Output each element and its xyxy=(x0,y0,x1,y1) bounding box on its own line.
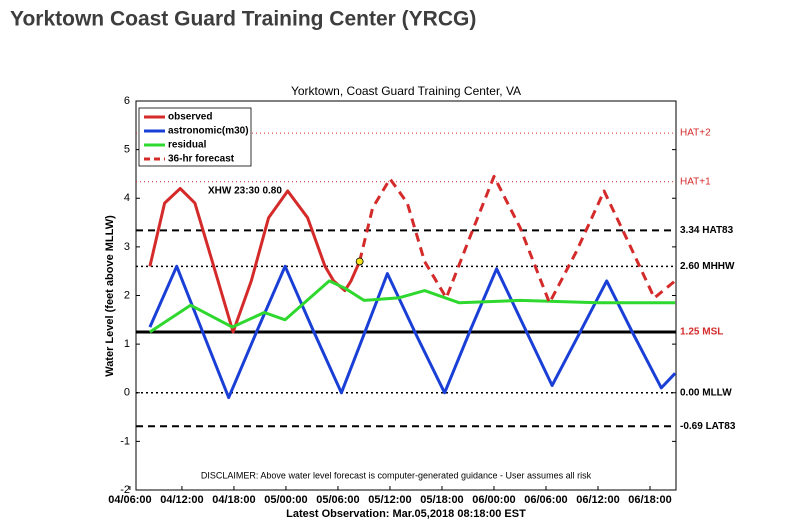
y-tick-label: 5 xyxy=(124,144,130,156)
latest-observation-marker xyxy=(355,257,364,266)
reference-label: HAT+2 xyxy=(680,128,711,139)
x-tick-label: 05/12:00 xyxy=(368,494,411,506)
y-axis-label: Water Level (feet above MLLW) xyxy=(104,215,116,377)
reference-label: 1.25 MSL xyxy=(680,327,723,338)
y-tick-label: -1 xyxy=(120,435,130,447)
y-tick-label: 4 xyxy=(124,192,130,204)
annotation: XHW 23:30 0.80 xyxy=(208,186,282,197)
y-tick-label: 3 xyxy=(124,241,130,253)
reference-label: 2.60 MHHW xyxy=(680,261,735,272)
x-tick-label: 04/12:00 xyxy=(160,494,203,506)
x-tick-label: 05/18:00 xyxy=(420,494,463,506)
page-title: Yorktown Coast Guard Training Center (YR… xyxy=(10,8,476,31)
x-tick-label: 05/00:00 xyxy=(264,494,307,506)
series-line xyxy=(358,174,677,305)
x-tick-label: 06/12:00 xyxy=(576,494,619,506)
y-tick-label: -2 xyxy=(120,484,130,496)
legend-label: 36-hr forecast xyxy=(168,154,235,165)
reference-label: 0.00 MLLW xyxy=(680,387,732,398)
reference-label: -0.69 LAT83 xyxy=(680,421,736,432)
x-tick-label: 06/18:00 xyxy=(628,494,671,506)
y-tick-label: 2 xyxy=(124,289,130,301)
reference-label: HAT+1 xyxy=(680,176,711,187)
y-tick-label: 1 xyxy=(124,338,130,350)
x-tick-label: 06/00:00 xyxy=(472,494,515,506)
x-tick-label: 04/06:00 xyxy=(108,494,151,506)
series-line xyxy=(148,264,677,400)
legend-label: residual xyxy=(168,140,207,151)
x-tick-label: 04/18:00 xyxy=(212,494,255,506)
reference-label: 3.34 HAT83 xyxy=(680,225,734,236)
disclaimer: DISCLAIMER: Above water level forecast i… xyxy=(201,470,592,480)
series-line xyxy=(149,279,676,334)
legend-label: observed xyxy=(168,112,212,123)
chart-title: Yorktown, Coast Guard Training Center, V… xyxy=(291,84,521,98)
y-tick-label: 6 xyxy=(124,95,130,107)
legend-label: astronomic(m30) xyxy=(168,126,249,137)
footer: Latest Observation: Mar.05,2018 08:18:00… xyxy=(286,508,526,520)
y-tick-label: 0 xyxy=(124,387,130,399)
x-tick-label: 06/06:00 xyxy=(524,494,567,506)
x-tick-label: 05/06:00 xyxy=(316,494,359,506)
